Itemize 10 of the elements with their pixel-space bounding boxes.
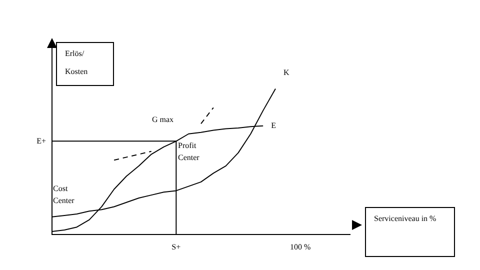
x-tick-label: 100 %	[290, 242, 311, 252]
annotation: Cost Center	[53, 183, 76, 207]
x-axis-title: Serviceniveau in %	[365, 207, 455, 257]
annotation: G max	[152, 114, 175, 126]
x-tick-label: S+	[172, 242, 182, 252]
series-label: E	[271, 120, 276, 130]
y-axis-title: Erlös/ Kosten	[56, 42, 114, 86]
ref-line-label: E+	[36, 136, 46, 146]
annotation: Profit Center	[178, 140, 200, 164]
series-label: K	[284, 68, 290, 77]
